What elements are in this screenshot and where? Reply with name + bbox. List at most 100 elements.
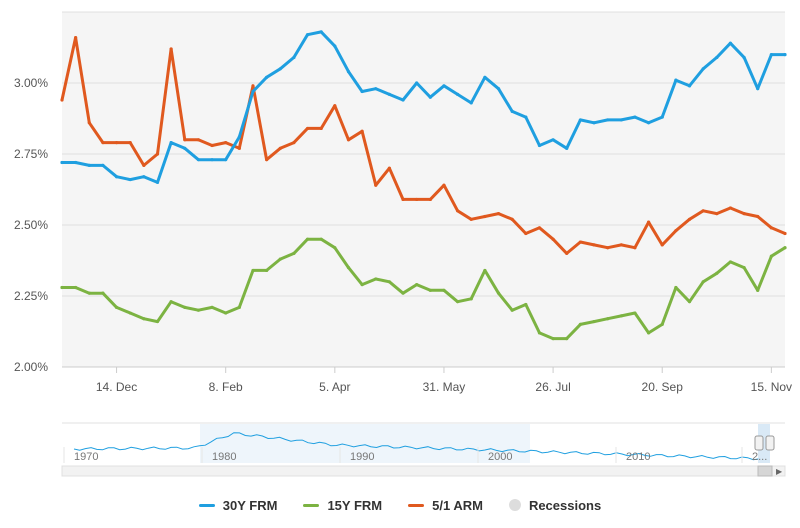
data-point-30y-frm: [142, 175, 146, 179]
data-point-15y-frm: [496, 291, 501, 295]
data-point-30y-frm: [701, 67, 705, 71]
data-point-30y-frm: [592, 121, 596, 125]
data-point-5-1-arm: [87, 121, 91, 125]
data-point-5-1-arm: [237, 146, 241, 150]
data-point-15y-frm: [387, 280, 391, 284]
scrollbar-track[interactable]: [61, 465, 786, 477]
series-line-5-1-arm[interactable]: [60, 36, 787, 255]
data-point-15y-frm: [87, 291, 91, 295]
data-point-30y-frm: [769, 53, 773, 57]
navigator-year-label: 1980: [212, 451, 236, 463]
data-point-30y-frm: [510, 109, 514, 113]
data-point-5-1-arm: [715, 212, 719, 216]
legend-item-30y-frm[interactable]: 30Y FRM: [198, 497, 278, 513]
data-point-30y-frm: [183, 146, 187, 150]
navigator-year-label: 2000: [488, 451, 512, 463]
data-point-5-1-arm: [401, 197, 405, 202]
legend-symbol-recessions: [508, 499, 521, 511]
data-point-5-1-arm: [483, 214, 487, 219]
data-point-15y-frm: [674, 285, 678, 290]
data-point-30y-frm: [237, 135, 241, 139]
data-point-30y-frm: [265, 75, 269, 79]
y-tick-label: 2.25%: [14, 289, 48, 303]
data-point-5-1-arm: [224, 141, 228, 145]
data-point-5-1-arm: [646, 220, 651, 224]
navigator-handle-left[interactable]: [754, 435, 764, 451]
data-point-5-1-arm: [510, 217, 514, 221]
data-point-15y-frm: [155, 319, 160, 324]
legend-label-30y-frm: 30Y FRM: [222, 497, 278, 513]
data-point-30y-frm: [60, 160, 64, 165]
data-point-15y-frm: [142, 317, 146, 321]
navigator-shade: [200, 424, 530, 463]
data-point-15y-frm: [319, 237, 323, 241]
data-point-15y-frm: [305, 237, 310, 241]
data-point-15y-frm: [442, 288, 446, 292]
data-point-15y-frm: [456, 300, 460, 304]
navigator-year-label: 2010: [626, 451, 650, 463]
data-point-30y-frm: [360, 89, 364, 94]
data-point-15y-frm: [592, 319, 596, 324]
data-point-30y-frm: [524, 115, 528, 119]
data-point-30y-frm: [196, 158, 201, 162]
legend-symbol-15y-frm: [303, 503, 320, 507]
data-point-5-1-arm: [674, 229, 678, 233]
data-point-30y-frm: [742, 55, 746, 60]
data-point-5-1-arm: [701, 209, 705, 213]
data-point-5-1-arm: [196, 138, 201, 142]
data-point-15y-frm: [224, 311, 228, 315]
x-tick-label: 8. Feb: [209, 380, 243, 394]
series-line-30y-frm[interactable]: [60, 30, 787, 184]
data-point-15y-frm: [687, 300, 692, 304]
data-point-5-1-arm: [469, 217, 473, 221]
x-tick-label: 26. Jul: [535, 380, 570, 394]
data-point-5-1-arm: [578, 240, 582, 244]
data-point-30y-frm: [483, 75, 487, 79]
data-point-5-1-arm: [183, 138, 187, 142]
legend-item-15y-frm[interactable]: 15Y FRM: [303, 498, 382, 513]
data-point-5-1-arm: [210, 143, 214, 148]
data-point-5-1-arm: [742, 212, 746, 216]
data-point-15y-frm: [646, 331, 651, 335]
navigator-selection[interactable]: [758, 424, 770, 463]
data-point-15y-frm: [769, 254, 773, 258]
data-point-15y-frm: [128, 311, 132, 315]
data-point-5-1-arm: [101, 141, 105, 145]
legend-item-5-1-arm[interactable]: 5/1 ARM: [408, 498, 483, 513]
data-point-30y-frm: [646, 121, 651, 125]
data-point-15y-frm: [551, 337, 555, 341]
data-point-15y-frm: [251, 268, 255, 273]
data-point-30y-frm: [551, 138, 555, 142]
data-point-15y-frm: [537, 331, 542, 335]
legend-item-recessions[interactable]: Recessions: [508, 498, 601, 513]
navigator-handle-right[interactable]: [765, 435, 775, 451]
data-point-5-1-arm: [319, 126, 323, 131]
scrollbar-thumb[interactable]: [757, 465, 773, 477]
data-point-30y-frm: [456, 92, 460, 96]
data-point-5-1-arm: [387, 166, 391, 170]
data-point-30y-frm: [619, 118, 623, 122]
data-point-15y-frm: [742, 266, 746, 270]
data-point-15y-frm: [333, 246, 337, 250]
scrollbar-arrow-icon[interactable]: ▶: [776, 467, 783, 476]
data-point-5-1-arm: [251, 84, 255, 88]
data-point-30y-frm: [401, 98, 405, 102]
legend-symbol-30y-frm: [198, 503, 215, 507]
legend-symbol-5-1-arm: [408, 503, 425, 507]
y-tick-label: 2.50%: [14, 218, 48, 232]
data-point-15y-frm: [401, 291, 405, 295]
data-point-15y-frm: [346, 266, 351, 270]
navigator-year-label: 1970: [74, 451, 98, 463]
data-point-30y-frm: [674, 78, 678, 82]
data-point-5-1-arm: [496, 212, 501, 216]
data-point-30y-frm: [101, 163, 105, 167]
series-line-15y-frm[interactable]: [60, 237, 787, 341]
data-point-15y-frm: [60, 285, 64, 290]
data-point-30y-frm: [687, 84, 692, 88]
data-point-30y-frm: [660, 115, 664, 119]
data-point-15y-frm: [183, 305, 187, 309]
data-point-5-1-arm: [74, 35, 78, 40]
x-tick-label: 31. May: [423, 380, 466, 394]
data-point-30y-frm: [728, 41, 733, 45]
